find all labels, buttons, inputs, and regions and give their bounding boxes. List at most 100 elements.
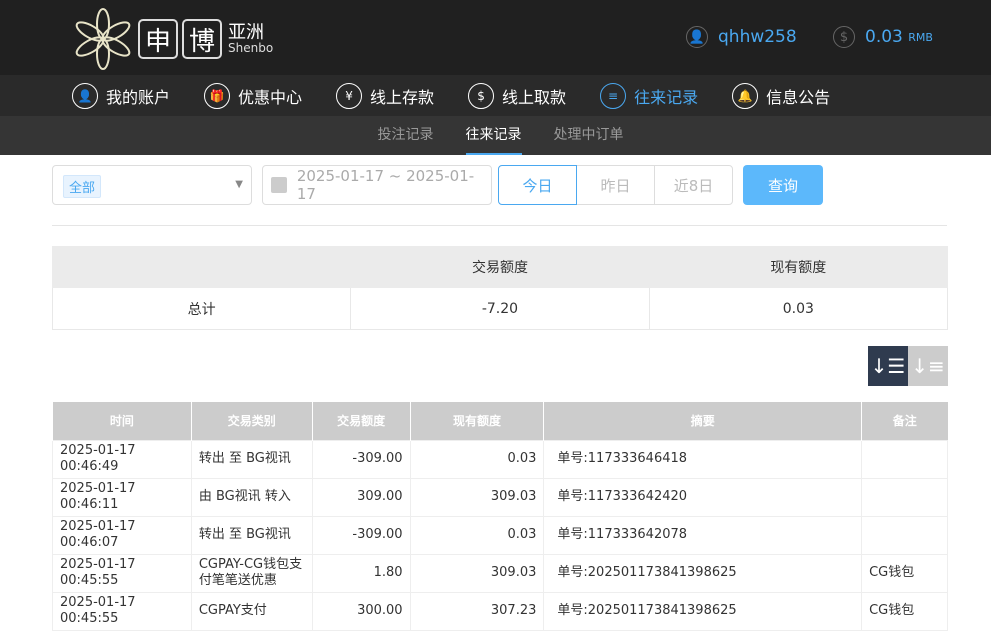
chevron-down-icon: ▼ bbox=[235, 179, 243, 190]
cell-balance: 307.23 bbox=[409, 591, 545, 631]
cell-note: CG钱包 bbox=[861, 553, 948, 593]
table-row: 2025-01-17 00:46:11 由 BG视讯 转入 309.00 309.03… bbox=[52, 477, 948, 517]
sort-toggle: ↓☰ ↓≡ bbox=[868, 346, 948, 386]
last-8-days-button[interactable]: 近8日 bbox=[654, 165, 733, 205]
cell-time: 2025-01-17 00:46:49 bbox=[52, 439, 192, 479]
cell-category: 转出 至 BG视讯 bbox=[190, 515, 313, 555]
cell-balance: 0.03 bbox=[409, 439, 545, 479]
nav-withdraw[interactable]: $ 线上取款 bbox=[468, 75, 566, 116]
table-row: 2025-01-17 00:46:49 转出 至 BG视讯 -309.00 0.03 单… bbox=[52, 439, 948, 479]
cell-note bbox=[861, 515, 948, 555]
calendar-icon bbox=[271, 177, 287, 193]
records-icon: ≡ bbox=[600, 82, 627, 109]
column-header: 交易类别 bbox=[190, 402, 313, 440]
nav-label: 往来记录 bbox=[634, 87, 699, 107]
logo-cn: 亚洲 bbox=[228, 21, 264, 43]
sort-asc-icon[interactable]: ↓≡ bbox=[908, 346, 948, 386]
nav-label: 线上存款 bbox=[370, 87, 435, 107]
type-tag[interactable]: 全部 bbox=[63, 175, 102, 198]
column-header: 时间 bbox=[52, 402, 192, 440]
transactions-table: 时间 交易类别 交易额度 现有额度 摘要 备注 2025-01-17 00:46:49 转出… bbox=[52, 402, 948, 631]
summary-table: 交易额度 现有额度 总计 -7.20 0.03 bbox=[51, 246, 949, 330]
logo-en: Shenbo bbox=[228, 41, 274, 56]
dollar-icon: $ bbox=[833, 26, 855, 48]
nav-label: 信息公告 bbox=[766, 87, 831, 107]
cell-amount: 300.00 bbox=[311, 591, 411, 631]
cell-balance: 309.03 bbox=[409, 553, 545, 593]
today-button[interactable]: 今日 bbox=[498, 165, 577, 205]
top-header: 申 博 亚洲 Shenbo 👤 qhhw258 $0.03 RMB bbox=[0, 0, 991, 75]
summary-label: 总计 bbox=[51, 287, 352, 330]
query-button[interactable]: 查询 bbox=[743, 165, 823, 205]
nav-announcements[interactable]: 🔔 信息公告 bbox=[732, 75, 830, 116]
column-header: 现有额度 bbox=[409, 402, 544, 440]
cell-summary: 单号:117333642420 bbox=[543, 477, 863, 517]
cell-category: 转出 至 BG视讯 bbox=[190, 439, 313, 479]
column-header: 交易额度 bbox=[311, 402, 411, 440]
table-row: 2025-01-17 00:45:55 CGPAY-CG钱包支付笔笔送优惠 1.80… bbox=[52, 553, 948, 593]
column-header: 备注 bbox=[861, 402, 948, 440]
cell-summary: 单号:202501173841398625 bbox=[543, 591, 863, 631]
user-icon: 👤 bbox=[686, 26, 708, 48]
date-range-value: 2025-01-17 ~ 2025-01-17 bbox=[296, 167, 475, 203]
cell-summary: 单号:117333646418 bbox=[543, 439, 863, 479]
date-range-input[interactable]: 2025-01-17 ~ 2025-01-17 bbox=[262, 165, 492, 205]
nav-label: 优惠中心 bbox=[238, 87, 303, 107]
cell-category: CGPAY支付 bbox=[190, 591, 313, 631]
cell-amount: 309.00 bbox=[311, 477, 411, 517]
username: qhhw258 bbox=[718, 27, 797, 47]
table-row: 2025-01-17 00:46:07 转出 至 BG视讯 -309.00 0.03 单… bbox=[52, 515, 948, 555]
divider bbox=[52, 225, 947, 226]
nav-promotions[interactable]: 🎁 优惠中心 bbox=[204, 75, 302, 116]
type-select[interactable]: 全部 ▼ bbox=[52, 165, 252, 205]
balance-value: 0.03 bbox=[865, 27, 903, 47]
cell-time: 2025-01-17 00:45:55 bbox=[52, 553, 192, 593]
yesterday-button[interactable]: 昨日 bbox=[576, 165, 655, 205]
cell-category: 由 BG视讯 转入 bbox=[190, 477, 313, 517]
nav-label: 线上取款 bbox=[502, 87, 567, 107]
cell-amount: 1.80 bbox=[311, 553, 411, 593]
cell-time: 2025-01-17 00:46:11 bbox=[52, 477, 192, 517]
logo-char: 博 bbox=[182, 19, 222, 59]
column-header: 摘要 bbox=[543, 402, 862, 440]
main-nav: 👤 我的账户 🎁 优惠中心 ¥ 线上存款 $ 线上取款 ≡ 往来记录 🔔 信息公告 bbox=[0, 75, 991, 116]
logo[interactable]: 申 博 亚洲 Shenbo bbox=[72, 8, 273, 70]
nav-account[interactable]: 👤 我的账户 bbox=[72, 75, 170, 116]
cell-note: CG钱包 bbox=[861, 591, 948, 631]
deposit-icon: ¥ bbox=[336, 82, 363, 109]
cell-balance: 0.03 bbox=[409, 515, 545, 555]
cell-summary: 单号:117333642078 bbox=[543, 515, 863, 555]
cell-amount: -309.00 bbox=[311, 439, 411, 479]
logo-char: 申 bbox=[138, 19, 178, 59]
summary-header: 现有额度 bbox=[648, 246, 949, 288]
withdraw-icon: $ bbox=[468, 82, 495, 109]
cell-balance: 309.03 bbox=[409, 477, 545, 517]
balance: $0.03 RMB bbox=[833, 26, 933, 48]
tab-bet-records[interactable]: 投注记录 bbox=[377, 127, 434, 143]
tab-transactions[interactable]: 往来记录 bbox=[465, 116, 522, 155]
gift-icon: 🎁 bbox=[204, 82, 231, 109]
summary-amount: -7.20 bbox=[350, 287, 650, 330]
cell-summary: 单号:202501173841398625 bbox=[543, 553, 863, 593]
tab-pending-orders[interactable]: 处理中订单 bbox=[553, 127, 624, 143]
nav-label: 我的账户 bbox=[106, 87, 171, 107]
summary-balance: 0.03 bbox=[648, 287, 949, 330]
nav-deposit[interactable]: ¥ 线上存款 bbox=[336, 75, 434, 116]
sort-desc-icon[interactable]: ↓☰ bbox=[868, 346, 908, 386]
currency: RMB bbox=[908, 30, 933, 44]
nav-records[interactable]: ≡ 往来记录 bbox=[600, 75, 698, 116]
cell-note bbox=[861, 439, 948, 479]
table-row: 2025-01-17 00:45:55 CGPAY支付 300.00 307.23 单号… bbox=[52, 591, 948, 631]
cell-time: 2025-01-17 00:45:55 bbox=[52, 591, 192, 631]
user-icon: 👤 bbox=[72, 82, 98, 109]
cell-time: 2025-01-17 00:46:07 bbox=[52, 515, 192, 555]
cell-category: CGPAY-CG钱包支付笔笔送优惠 bbox=[190, 553, 313, 593]
filter-bar: 全部 ▼ 2025-01-17 ~ 2025-01-17 今日 昨日 近8日 查询 bbox=[52, 165, 823, 205]
sub-nav: 投注记录 往来记录 处理中订单 bbox=[0, 116, 991, 155]
summary-header: 交易额度 bbox=[350, 246, 650, 288]
summary-header bbox=[51, 246, 352, 288]
cell-note bbox=[861, 477, 948, 517]
flower-logo-icon bbox=[75, 8, 131, 70]
username-link[interactable]: 👤 qhhw258 bbox=[686, 26, 797, 48]
bell-icon: 🔔 bbox=[732, 82, 759, 109]
